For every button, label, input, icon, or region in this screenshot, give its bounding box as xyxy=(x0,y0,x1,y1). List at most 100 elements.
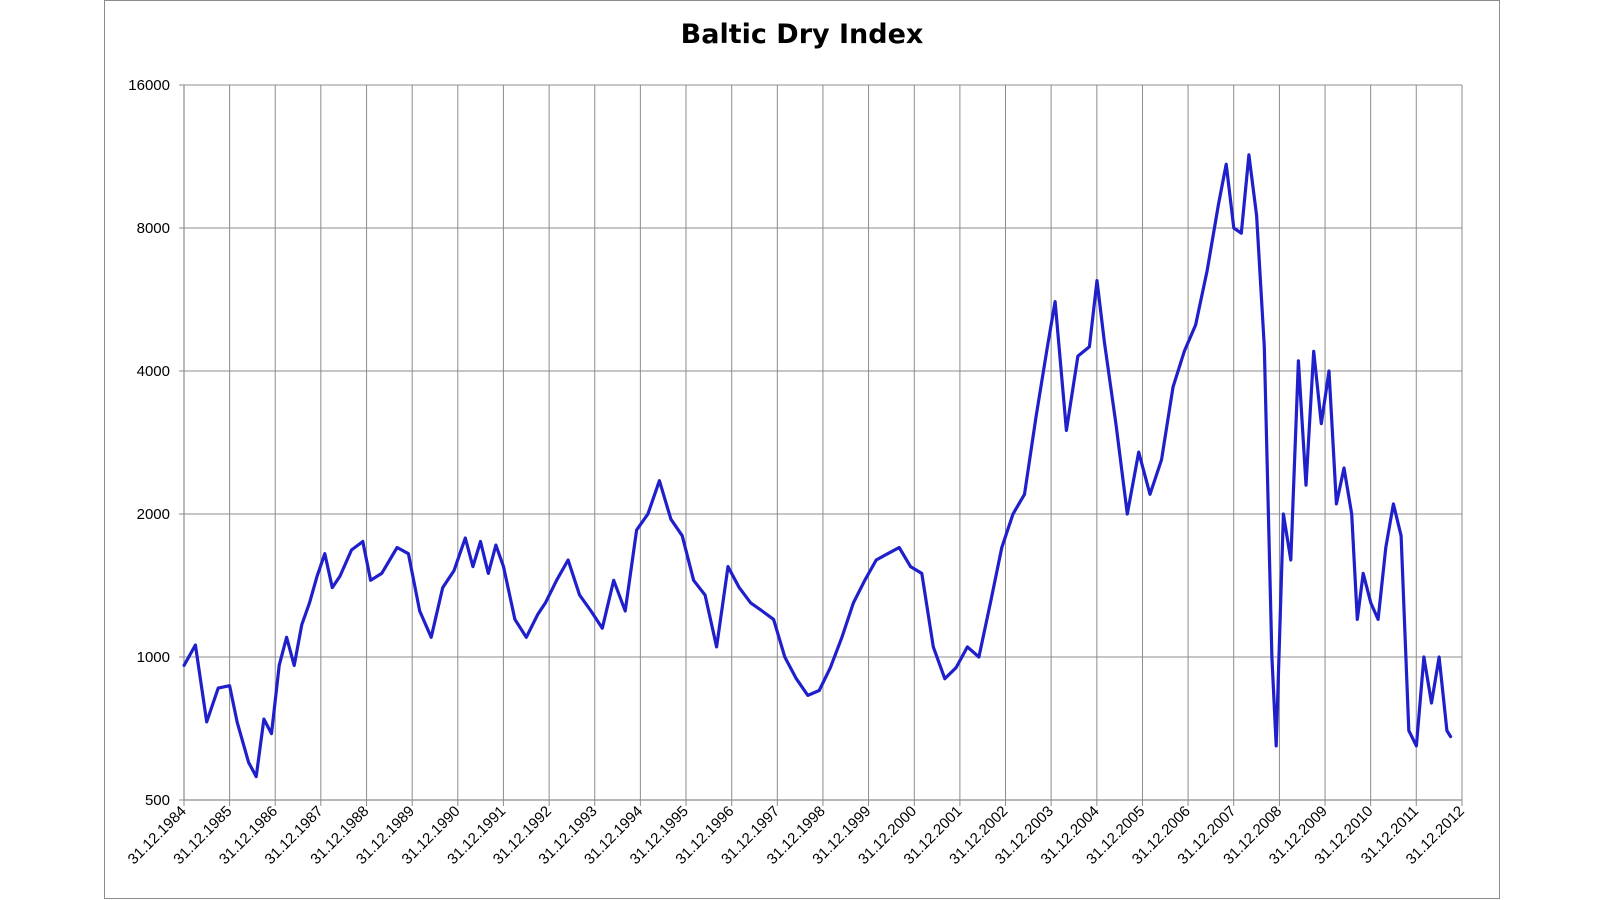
data-point xyxy=(453,570,455,572)
data-point xyxy=(1356,618,1358,620)
data-point xyxy=(229,685,231,687)
data-point xyxy=(1377,618,1379,620)
data-point xyxy=(1183,350,1185,352)
data-point xyxy=(670,518,672,520)
data-point xyxy=(263,718,265,720)
data-point xyxy=(331,586,333,589)
data-point xyxy=(285,636,288,638)
data-point xyxy=(647,513,649,515)
data-point xyxy=(442,586,444,589)
data-point xyxy=(1077,355,1079,357)
y-tick-labels: 500 1000 2000 4000 8000 16000 xyxy=(128,77,170,809)
data-point xyxy=(324,553,326,555)
data-point xyxy=(704,594,706,596)
y-tick-label: 16000 xyxy=(128,77,170,94)
data-point xyxy=(1012,513,1014,515)
data-point xyxy=(738,586,740,589)
data-point xyxy=(567,559,569,561)
data-point xyxy=(1400,535,1402,537)
data-point xyxy=(727,565,729,568)
data-point xyxy=(206,721,208,723)
data-point xyxy=(339,575,341,577)
data-point xyxy=(362,540,364,543)
data-point xyxy=(1206,270,1208,272)
data-point xyxy=(1001,546,1003,549)
data-point xyxy=(1290,559,1292,561)
data-point xyxy=(1096,279,1098,282)
data-point xyxy=(1305,484,1307,486)
data-point xyxy=(1217,203,1220,205)
data-point xyxy=(841,636,843,638)
data-point xyxy=(1415,745,1417,747)
data-point xyxy=(636,529,638,531)
data-point xyxy=(514,618,516,620)
data-point xyxy=(1065,429,1067,431)
data-point xyxy=(1370,602,1372,604)
chart-title: Baltic Dry Index xyxy=(680,19,924,50)
data-point xyxy=(887,553,889,555)
data-point xyxy=(1343,467,1345,469)
data-point xyxy=(909,565,912,568)
data-point xyxy=(944,678,946,680)
data-point xyxy=(544,602,546,604)
data-point xyxy=(1271,656,1273,658)
data-point xyxy=(795,678,797,680)
series-layer xyxy=(182,153,1453,779)
data-point xyxy=(921,572,923,574)
data-point xyxy=(1351,513,1353,515)
data-point xyxy=(316,575,318,577)
data-point xyxy=(270,732,273,735)
data-point xyxy=(248,761,250,763)
data-point xyxy=(1126,513,1128,515)
data-point xyxy=(381,572,383,574)
data-point xyxy=(715,646,718,648)
y-tick-label: 500 xyxy=(145,792,170,809)
data-point xyxy=(236,721,238,723)
data-point xyxy=(255,776,257,778)
data-point xyxy=(1240,232,1242,234)
data-point xyxy=(989,602,991,604)
data-point xyxy=(1115,422,1117,425)
data-point xyxy=(1423,656,1425,658)
data-point xyxy=(601,627,603,629)
data-point xyxy=(183,664,185,667)
data-point xyxy=(1446,729,1448,732)
data-point xyxy=(932,646,934,648)
data-point xyxy=(472,565,474,568)
data-point xyxy=(807,694,809,697)
data-point xyxy=(407,553,410,555)
y-tick-label: 4000 xyxy=(137,363,170,380)
data-point xyxy=(1362,572,1364,574)
data-point xyxy=(1255,214,1258,217)
data-point xyxy=(875,559,877,561)
grid-lines xyxy=(183,84,1463,801)
data-point xyxy=(750,602,752,604)
data-point xyxy=(1282,513,1285,515)
data-point xyxy=(624,610,626,612)
y-tick-label: 1000 xyxy=(137,649,170,666)
data-point xyxy=(1328,370,1330,372)
data-point xyxy=(495,544,497,546)
data-point xyxy=(430,636,432,638)
data-point xyxy=(479,540,482,543)
data-point xyxy=(978,656,980,658)
data-point xyxy=(955,666,957,669)
data-point xyxy=(217,687,219,689)
data-point xyxy=(502,565,505,568)
data-point xyxy=(525,636,527,638)
data-point xyxy=(301,624,303,626)
data-point xyxy=(396,546,398,549)
data-point xyxy=(1313,350,1315,352)
data-point xyxy=(487,572,489,574)
data-point xyxy=(658,480,660,482)
data-point xyxy=(1430,702,1433,704)
data-point xyxy=(1275,745,1277,747)
data-point xyxy=(818,689,820,692)
data-point xyxy=(1233,227,1235,229)
data-point xyxy=(369,579,372,581)
data-point xyxy=(1046,346,1048,348)
y-tick-label: 2000 xyxy=(137,506,170,523)
data-point xyxy=(464,537,466,539)
data-point xyxy=(579,594,581,596)
